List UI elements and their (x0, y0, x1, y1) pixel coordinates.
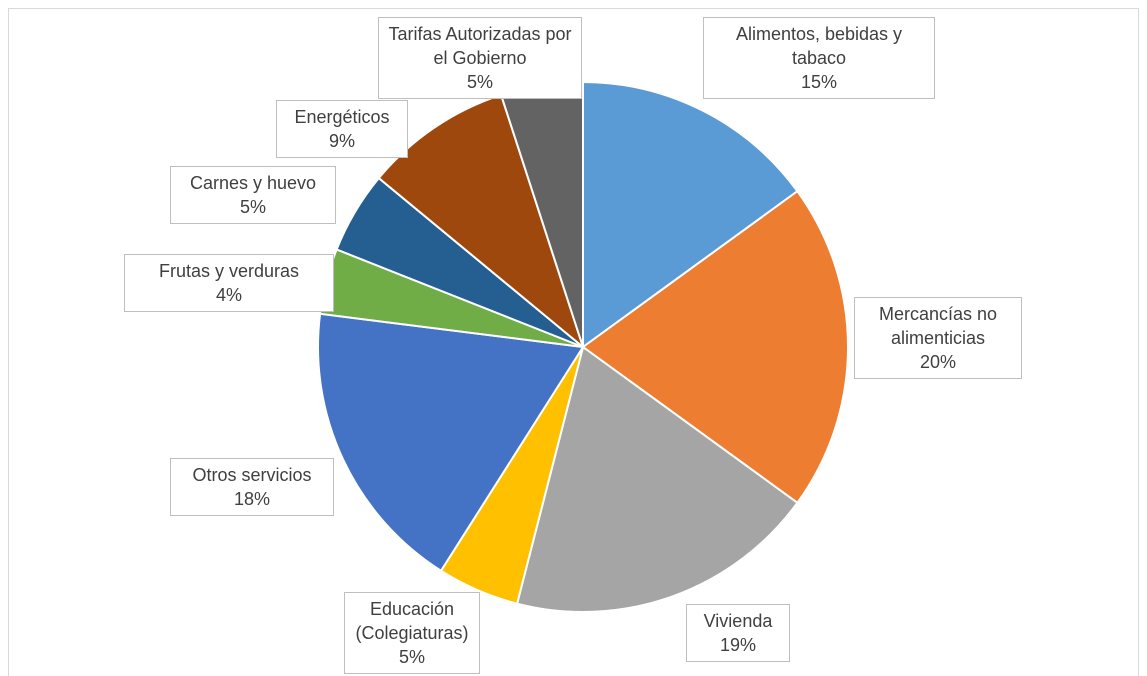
label-category: Alimentos, bebidas y tabaco (735, 24, 903, 68)
data-label: Vivienda 19% (686, 604, 790, 662)
label-category: Vivienda (703, 611, 773, 631)
label-value: 20% (919, 352, 957, 372)
data-label: Tarifas Autorizadas por el Gobierno 5% (378, 17, 582, 99)
data-label: Mercancías no alimenticias 20% (854, 297, 1022, 379)
data-label: Frutas y verduras 4% (124, 254, 334, 312)
label-category: Mercancías no alimenticias (878, 304, 998, 348)
label-value: 19% (719, 635, 757, 655)
data-label: Carnes y huevo 5% (170, 166, 336, 224)
label-value: 5% (398, 647, 425, 667)
pie-slice (515, 345, 799, 613)
data-label: Educación (Colegiaturas) 5% (344, 592, 480, 674)
pie-slice (317, 312, 585, 573)
label-value: 5% (239, 197, 266, 217)
label-value: 4% (215, 285, 242, 305)
data-label: Alimentos, bebidas y tabaco 15% (703, 17, 935, 99)
label-category: Frutas y verduras (158, 261, 300, 281)
label-category: Tarifas Autorizadas por el Gobierno (388, 24, 572, 68)
label-category: Otros servicios (192, 465, 312, 485)
label-value: 9% (328, 131, 355, 151)
label-category: Educación (Colegiaturas) (355, 599, 469, 643)
data-label: Energéticos 9% (276, 100, 408, 158)
pie-slice (582, 80, 799, 349)
label-value: 5% (466, 72, 493, 92)
pie-slice (581, 189, 849, 505)
label-value: 18% (233, 489, 271, 509)
chart-border (8, 8, 1139, 676)
label-value: 15% (800, 72, 838, 92)
data-label: Otros servicios 18% (170, 458, 334, 516)
label-category: Carnes y huevo (189, 173, 317, 193)
label-category: Energéticos (294, 107, 390, 127)
